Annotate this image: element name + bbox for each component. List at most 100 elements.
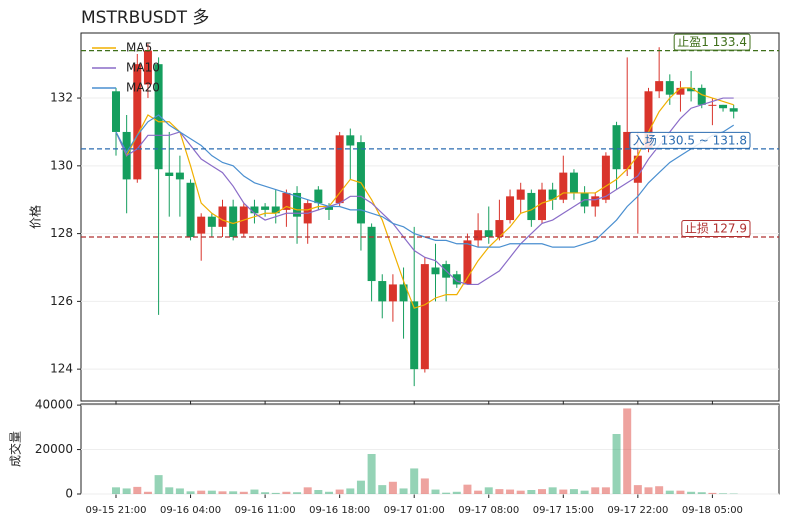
x-tick-label: 09-15 21:00 bbox=[85, 505, 146, 516]
candle-body bbox=[463, 240, 472, 285]
volume-bar bbox=[527, 490, 536, 494]
volume-bar bbox=[538, 489, 546, 494]
volume-bar bbox=[143, 491, 152, 494]
y-tick-label: 126 bbox=[50, 294, 73, 308]
volume-bar bbox=[580, 490, 589, 494]
candle-body bbox=[420, 264, 429, 370]
candle-body bbox=[708, 104, 717, 106]
volume-bar bbox=[516, 490, 525, 494]
candle-body bbox=[207, 216, 216, 227]
y-tick-label: 128 bbox=[50, 226, 73, 240]
candle-body bbox=[697, 87, 706, 105]
volume-bar bbox=[697, 492, 706, 494]
level-box bbox=[629, 131, 751, 149]
volume-bar bbox=[612, 434, 621, 494]
volume-bar bbox=[207, 490, 216, 494]
volume-bar bbox=[133, 486, 142, 494]
ma-line bbox=[115, 87, 734, 309]
candle-body bbox=[378, 281, 387, 302]
candle-body bbox=[335, 135, 344, 204]
volume-bar bbox=[239, 491, 248, 494]
volume-bar bbox=[346, 488, 355, 494]
candle-body bbox=[165, 172, 174, 176]
candle-body bbox=[506, 196, 515, 221]
y-tick-label: 124 bbox=[50, 362, 73, 376]
candle-body bbox=[612, 125, 621, 170]
candle-body bbox=[388, 284, 397, 302]
candle-body bbox=[591, 196, 600, 207]
candle-body bbox=[569, 172, 578, 193]
volume-bar bbox=[633, 485, 642, 494]
level-label: 止损 127.9 bbox=[685, 221, 747, 235]
candle-body bbox=[218, 206, 227, 227]
volume-bar bbox=[325, 491, 333, 494]
candle-body bbox=[527, 192, 536, 221]
level-tag: 止盈1 133.4 bbox=[673, 33, 751, 51]
level-box bbox=[681, 219, 751, 237]
candle-body bbox=[623, 131, 632, 170]
candle-body bbox=[495, 220, 504, 237]
level-label: 止盈1 133.4 bbox=[677, 35, 747, 49]
volume-bar bbox=[271, 492, 280, 494]
candle-body bbox=[474, 230, 483, 241]
x-tick-label: 09-18 05:00 bbox=[682, 505, 743, 516]
volume-bar bbox=[367, 454, 376, 494]
volume-bar bbox=[484, 487, 493, 494]
candle-body bbox=[452, 274, 461, 285]
y-tick-label: 132 bbox=[50, 91, 73, 105]
volume-bar bbox=[250, 489, 259, 494]
candle-body bbox=[250, 206, 259, 214]
volume-bar bbox=[197, 490, 206, 494]
candle-body bbox=[175, 172, 184, 180]
candle-body bbox=[676, 87, 685, 95]
volume-frame bbox=[80, 403, 780, 495]
candle-body bbox=[687, 87, 696, 92]
candle-body bbox=[282, 192, 291, 210]
candle-body bbox=[293, 192, 302, 217]
x-tick-label: 09-16 04:00 bbox=[160, 505, 221, 516]
candle-body bbox=[325, 206, 333, 210]
legend-label: MA20 bbox=[126, 81, 160, 95]
volume-bar bbox=[399, 488, 408, 494]
y-tick-label: 40000 bbox=[35, 398, 73, 412]
volume-bar bbox=[122, 488, 131, 494]
volume-bar bbox=[388, 481, 397, 494]
volume-bar bbox=[569, 489, 578, 494]
candle-body bbox=[346, 135, 355, 146]
volume-bar bbox=[644, 487, 653, 494]
volume-bar bbox=[186, 491, 195, 494]
candle-body bbox=[644, 91, 653, 149]
candle-body bbox=[538, 189, 546, 221]
volume-bar bbox=[676, 490, 685, 494]
y-axis-label: 价格 bbox=[28, 205, 43, 229]
x-tick-label: 09-17 22:00 bbox=[607, 505, 668, 516]
volume-bar bbox=[474, 490, 483, 494]
volume-bar bbox=[591, 487, 600, 494]
x-tick-label: 09-17 08:00 bbox=[458, 505, 519, 516]
level-label: 入场 130.5 ~ 131.8 bbox=[633, 133, 747, 147]
volume-bar bbox=[378, 485, 387, 494]
candle-body bbox=[516, 189, 525, 200]
volume-bar bbox=[335, 489, 344, 494]
candle-body bbox=[548, 189, 557, 200]
legend-label: MA10 bbox=[126, 61, 160, 75]
chart-title: MSTRBUSDT 多 bbox=[81, 8, 209, 28]
y-tick-label: 20000 bbox=[35, 442, 73, 456]
candle-body bbox=[229, 206, 238, 237]
candle-body bbox=[186, 182, 195, 237]
volume-axis-label: 成交量 bbox=[8, 431, 23, 467]
level-box bbox=[673, 33, 751, 51]
price-frame bbox=[80, 32, 780, 402]
candle-body bbox=[133, 64, 142, 180]
volume-bar bbox=[154, 475, 163, 494]
candle-body bbox=[367, 226, 376, 282]
candle-body bbox=[559, 172, 568, 200]
candle-body bbox=[261, 206, 270, 210]
volume-bar bbox=[356, 480, 365, 494]
volume-bar bbox=[165, 487, 174, 494]
volume-bar bbox=[623, 408, 632, 494]
volume-bar bbox=[687, 491, 696, 494]
volume-bar bbox=[495, 489, 504, 494]
legend-label: MA5 bbox=[126, 41, 152, 55]
